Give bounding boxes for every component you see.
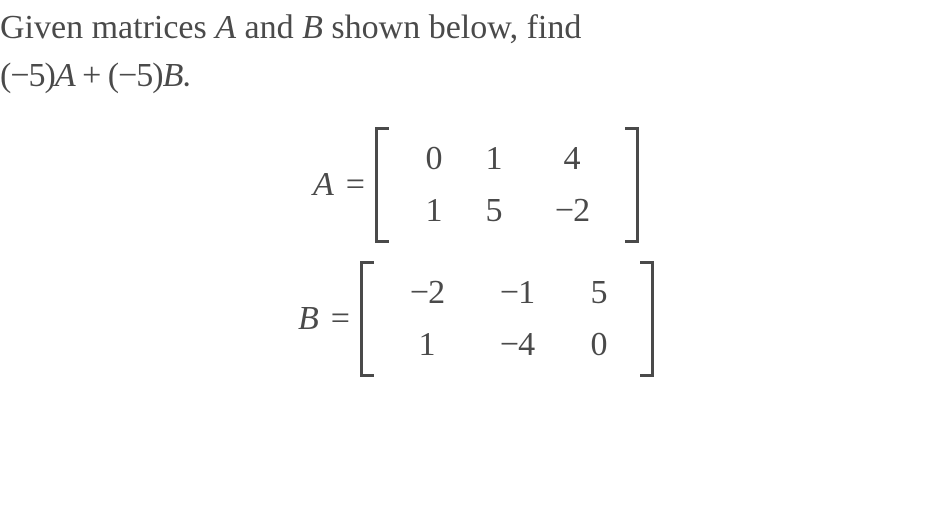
matrix-cell: 4: [527, 133, 617, 185]
expression: (−5)A + (−5)B.: [0, 57, 190, 94]
matrix-cell: 5: [562, 267, 636, 319]
matrix-cell: 5: [457, 185, 531, 237]
text-mid: and: [236, 9, 302, 46]
equation-a: A = 0 1 4 1 5 −2: [313, 127, 639, 243]
matrix-a: 0 1 4 1 5 −2: [375, 127, 639, 243]
matrix-a-label: A: [313, 161, 334, 209]
problem-line-1: Given matrices A and B shown below, find: [0, 4, 952, 52]
matrix-cell: 0: [562, 319, 636, 371]
matrix-b-label: B: [298, 295, 319, 343]
equals-sign: =: [331, 295, 350, 343]
var-a: A: [215, 9, 236, 46]
matrix-cell: −1: [472, 267, 562, 319]
matrix-cell: −2: [382, 267, 472, 319]
bracket-left-icon: [375, 127, 389, 243]
text-pre: Given matrices: [0, 9, 215, 46]
equations-block: A = 0 1 4 1 5 −2 B =: [0, 127, 952, 377]
matrix-b: −2 −1 5 1 −4 0: [360, 261, 654, 377]
equals-sign: =: [346, 161, 365, 209]
matrix-b-body: −2 −1 5 1 −4 0: [374, 261, 640, 377]
problem-line-2: (−5)A + (−5)B.: [0, 52, 952, 100]
bracket-right-icon: [640, 261, 654, 377]
bracket-left-icon: [360, 261, 374, 377]
bracket-right-icon: [625, 127, 639, 243]
matrix-cell: 1: [457, 133, 531, 185]
matrix-cell: −4: [472, 319, 562, 371]
var-b: B: [302, 9, 323, 46]
matrix-cell: −2: [527, 185, 617, 237]
text-post: shown below, find: [323, 9, 581, 46]
equation-b: B = −2 −1 5 1 −4 0: [298, 261, 654, 377]
matrix-a-body: 0 1 4 1 5 −2: [389, 127, 625, 243]
problem-statement: Given matrices A and B shown below, find…: [0, 0, 952, 99]
matrix-cell: 1: [382, 319, 472, 371]
